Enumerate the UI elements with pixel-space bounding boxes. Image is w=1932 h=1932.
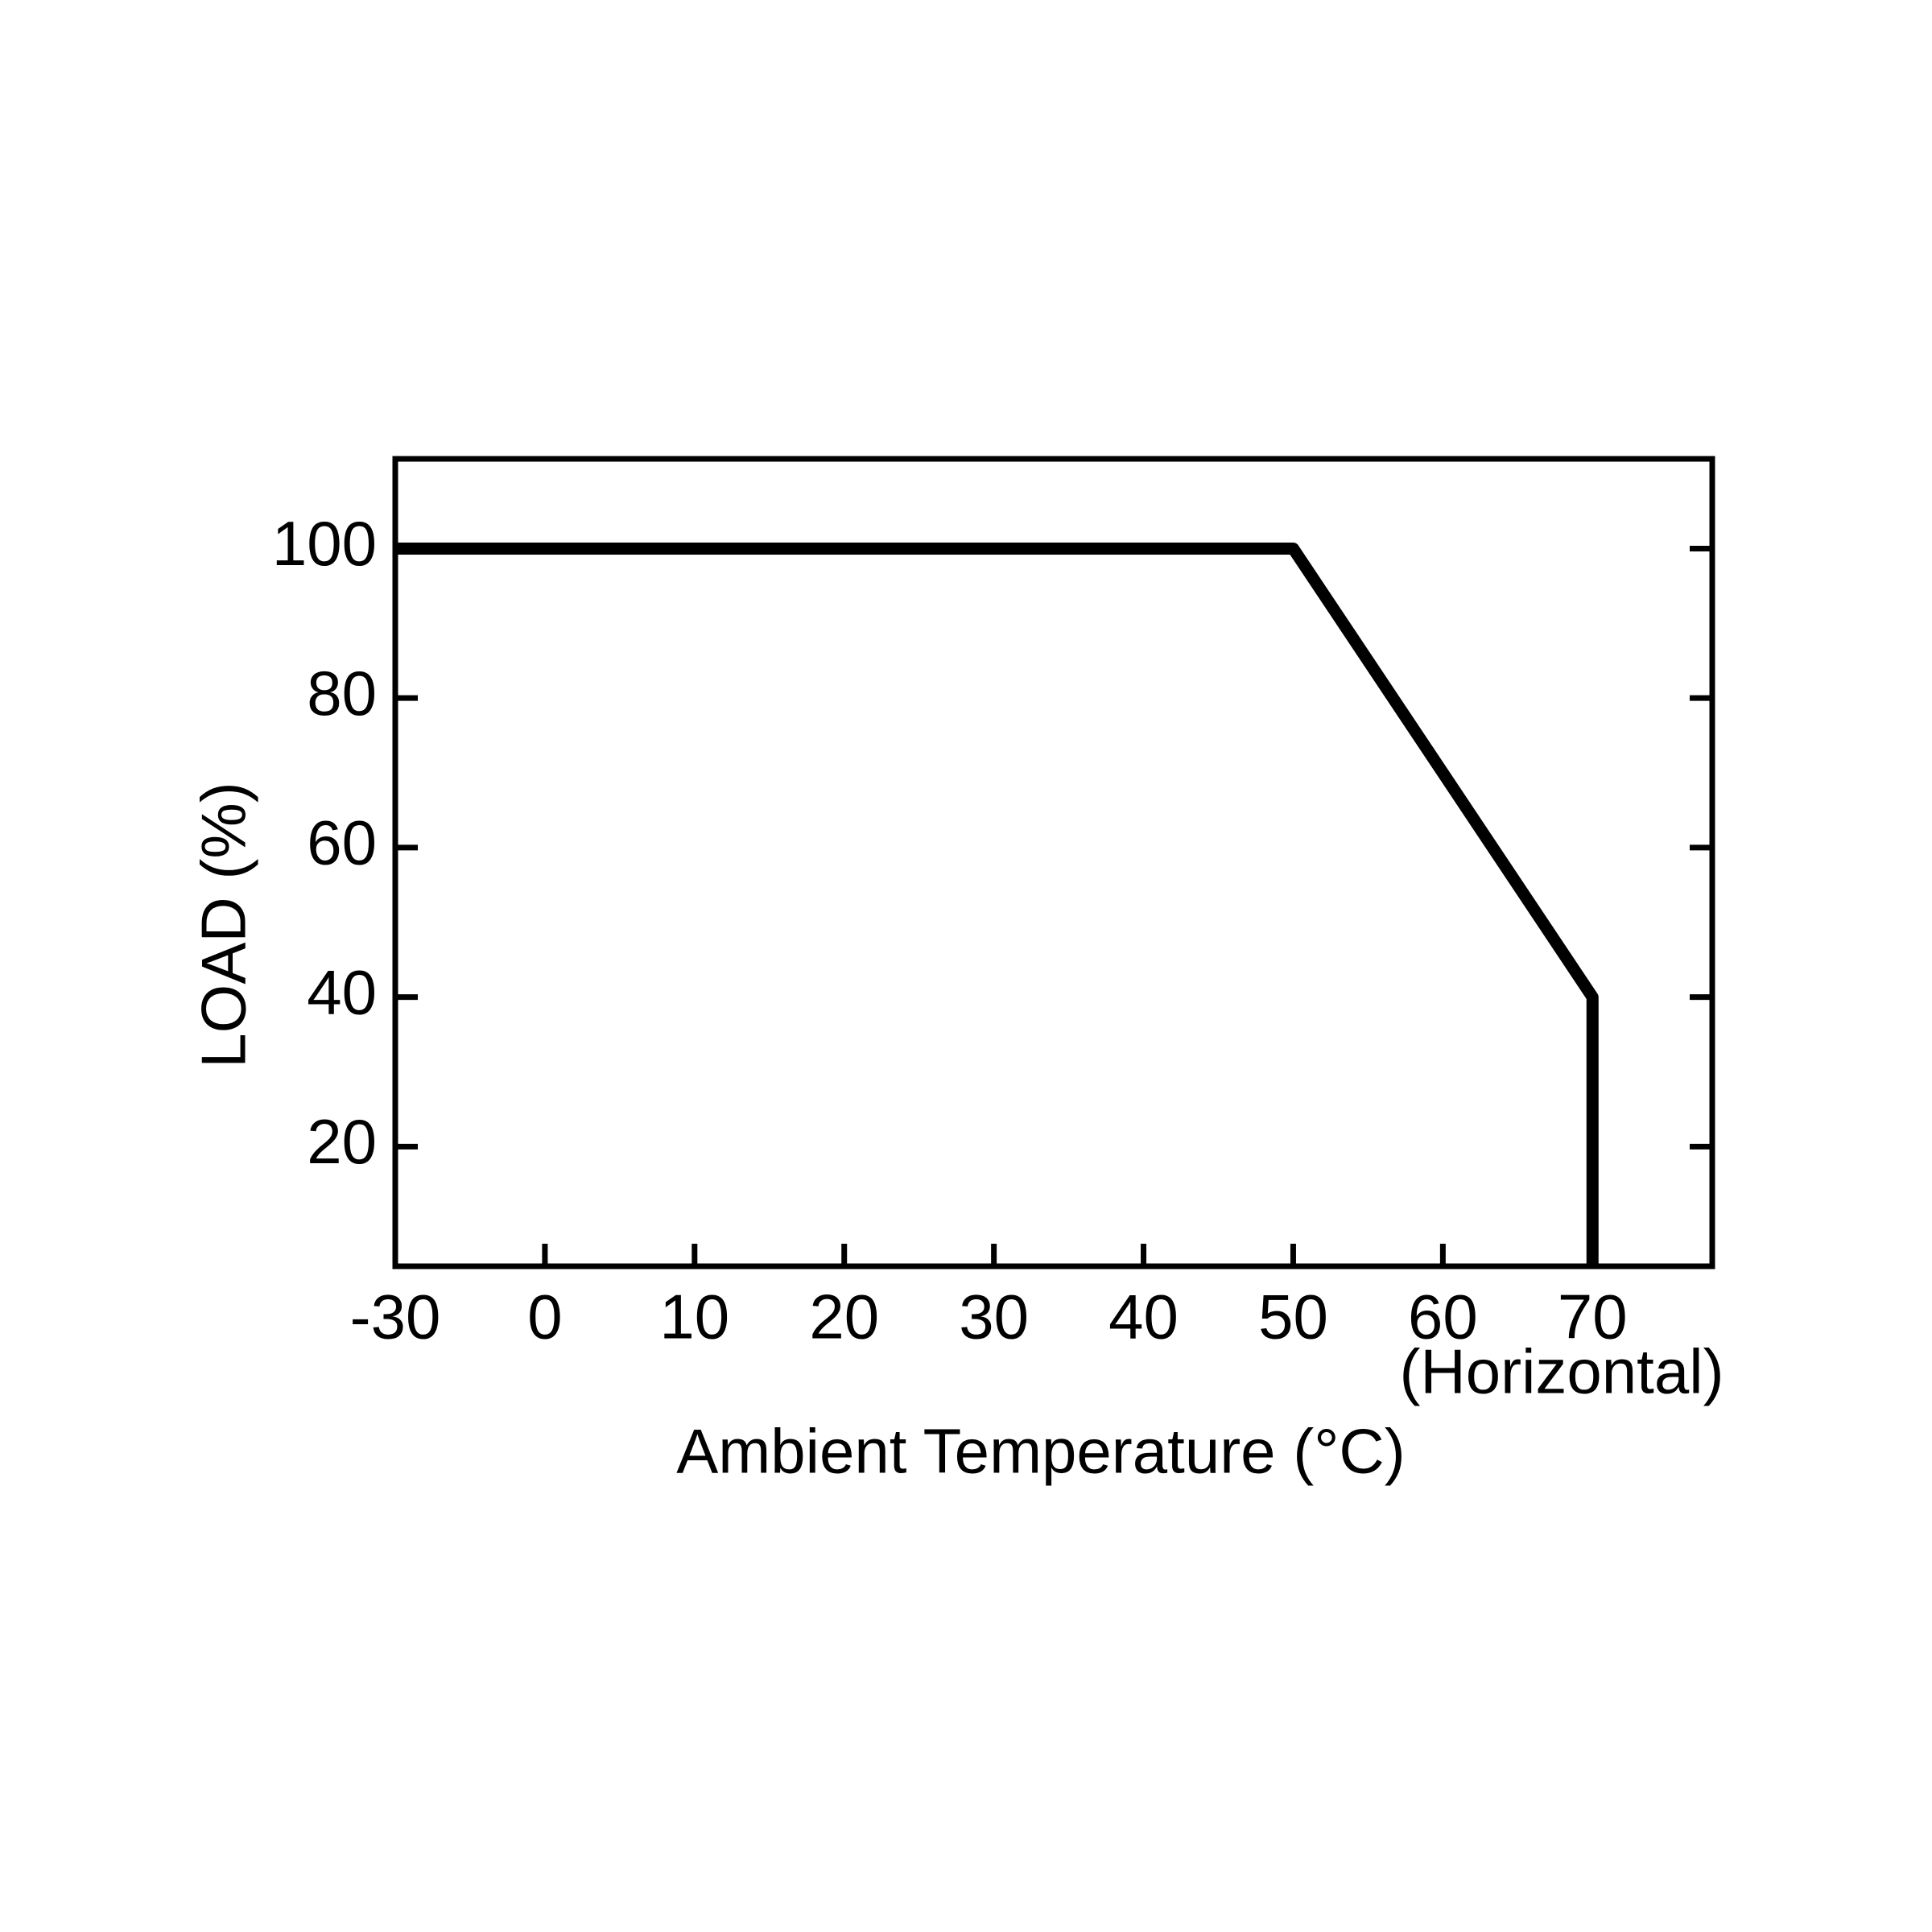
plot-frame xyxy=(392,456,1715,1269)
x-tick-label: 30 xyxy=(959,1282,1029,1352)
x-tick-label: 0 xyxy=(527,1282,562,1352)
x-tick-label: -30 xyxy=(350,1282,441,1352)
y-tick-label: 40 xyxy=(307,956,377,1027)
x-tick-label: 20 xyxy=(809,1282,879,1352)
y-tick-label: 80 xyxy=(307,658,377,729)
x-axis-label: Ambient Temperature (°C) xyxy=(676,1416,1405,1487)
x-tick-label: 70 xyxy=(1558,1282,1628,1352)
annotation: (Horizontal) xyxy=(1399,1336,1724,1407)
derating-line xyxy=(395,542,1599,1266)
y-tick-label: 100 xyxy=(272,508,377,579)
y-axis-label: LOAD (%) xyxy=(188,782,259,1067)
x-tick-label: 60 xyxy=(1408,1282,1478,1352)
y-tick-label: 20 xyxy=(307,1106,377,1177)
x-tick-label: 10 xyxy=(659,1282,729,1352)
y-tick-label: 60 xyxy=(307,807,377,878)
x-tick-label: 50 xyxy=(1258,1282,1328,1352)
x-tick-label: 40 xyxy=(1108,1282,1179,1352)
